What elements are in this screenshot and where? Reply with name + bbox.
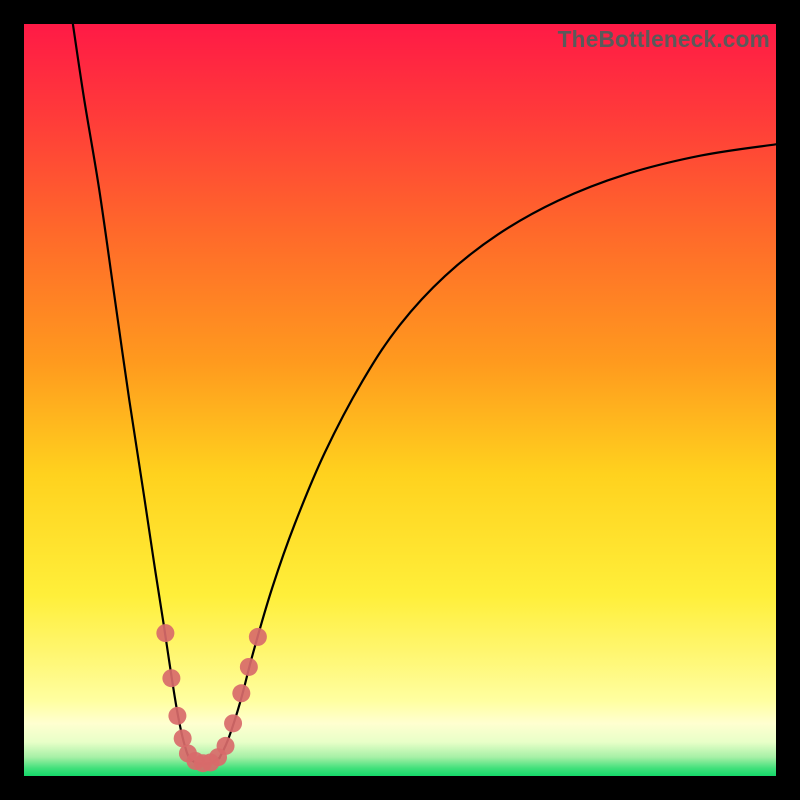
- data-marker: [240, 658, 258, 676]
- watermark-text: TheBottleneck.com: [558, 26, 770, 53]
- chart-svg: [24, 24, 776, 776]
- plot-area: TheBottleneck.com: [24, 24, 776, 776]
- data-marker: [217, 737, 235, 755]
- curve-left: [73, 24, 190, 759]
- data-marker: [232, 684, 250, 702]
- data-marker: [162, 669, 180, 687]
- chart-root: TheBottleneck.com: [0, 0, 800, 800]
- data-marker: [156, 624, 174, 642]
- curve-right: [220, 144, 776, 758]
- marker-layer: [156, 624, 266, 772]
- data-marker: [168, 707, 186, 725]
- data-marker: [249, 628, 267, 646]
- data-marker: [224, 714, 242, 732]
